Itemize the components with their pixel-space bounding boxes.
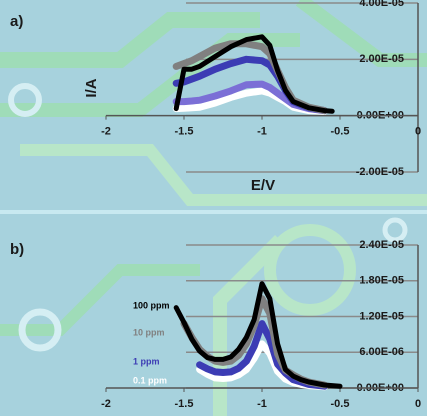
legend-label: 10 ppm [133,327,165,337]
y-tick-label: 2.40E-05 [359,239,404,251]
x-tick-label: -2 [101,126,111,138]
chart: -2.00E-050.00E+002.00E-054.00E-05-2-1.5-… [0,0,427,416]
y-axis-title: I/A [83,78,100,97]
x-tick-label: 0 [415,126,421,138]
legend-label: 100 ppm [133,300,170,310]
y-tick-label: 2.00E-05 [359,53,404,65]
y-tick-label: 1.80E-05 [359,275,404,287]
y-tick-label: 1.20E-05 [359,310,404,322]
x-tick-label: -1.5 [175,126,194,138]
x-axis-title: E/V [251,177,275,194]
x-tick-label: 0 [415,398,421,410]
x-tick-label: -1 [257,398,267,410]
y-tick-label: 4.00E-05 [359,0,404,9]
x-tick-label: -0.5 [331,398,350,410]
y-tick-label: -2.00E-05 [356,166,404,178]
legend-label: 1 ppm [133,356,160,366]
y-tick-label: 6.00E-06 [359,346,404,358]
panel-label: a) [10,13,23,30]
x-tick-label: -0.5 [331,126,350,138]
panel-label: b) [10,241,24,258]
x-tick-label: -1.5 [175,398,194,410]
x-tick-label: -2 [101,398,111,410]
x-tick-label: -1 [257,126,267,138]
legend-label: 0.1 ppm [133,375,167,385]
